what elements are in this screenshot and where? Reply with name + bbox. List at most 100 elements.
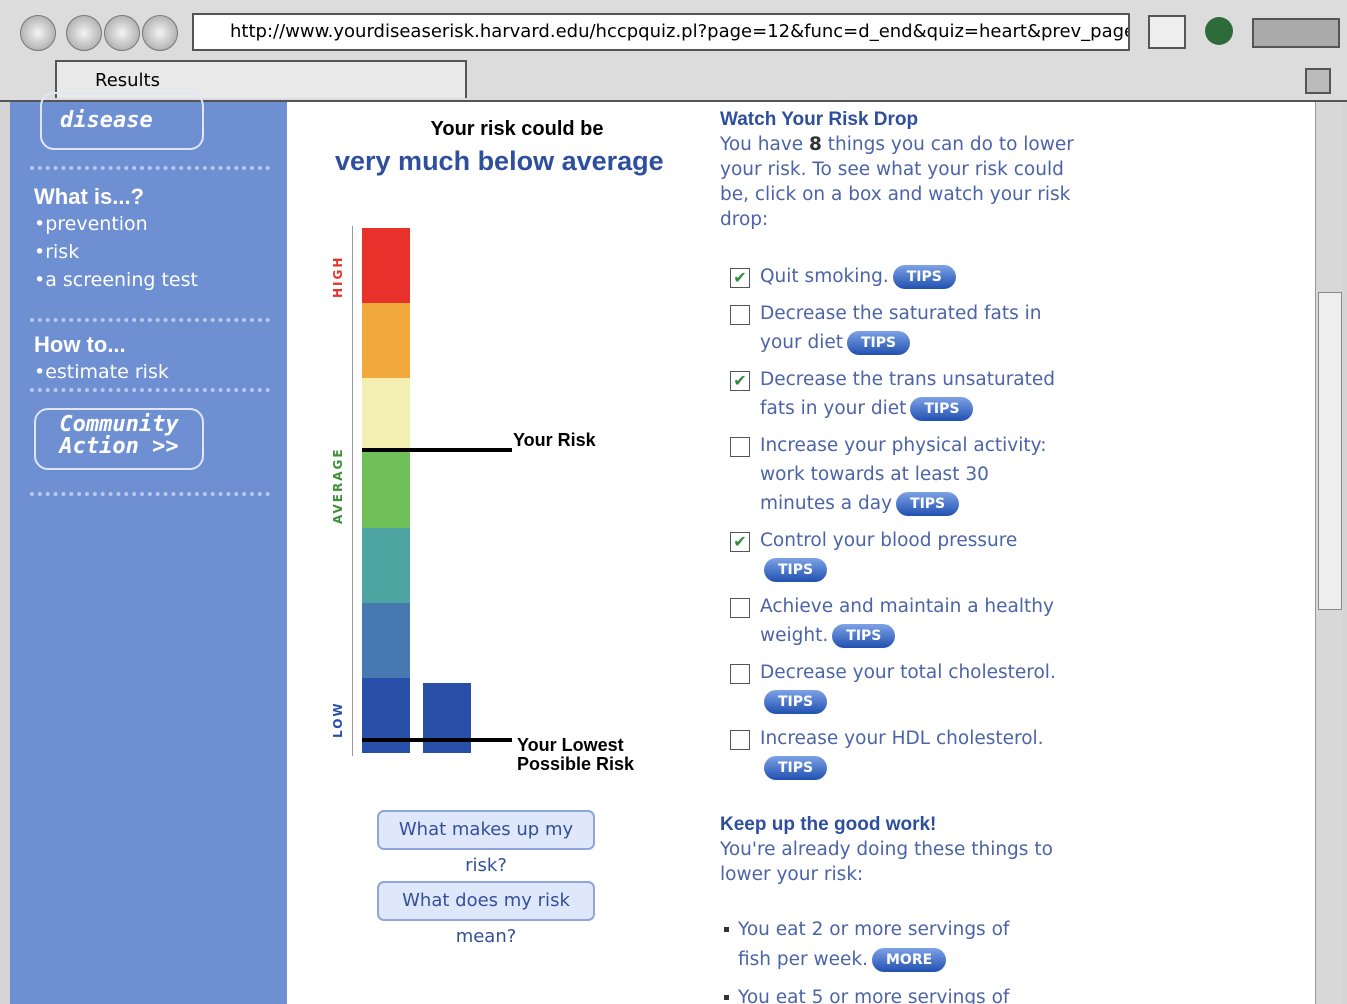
high-label: HIGH <box>331 255 345 298</box>
low-label: LOW <box>331 701 345 738</box>
check-item: Increase your physical activity: work to… <box>720 431 1060 518</box>
good-list: You eat 2 or more servings of fish per w… <box>720 915 1080 1004</box>
tips-button[interactable]: TIPS <box>832 624 896 648</box>
search-button[interactable] <box>1148 15 1186 49</box>
tips-button[interactable]: TIPS <box>764 690 828 714</box>
home-button[interactable] <box>104 15 140 51</box>
logo <box>1205 17 1233 45</box>
average-label: AVERAGE <box>331 447 345 524</box>
segment <box>362 603 410 678</box>
item-text: Decrease the saturated fats in your diet <box>760 303 1042 353</box>
segment <box>362 528 410 603</box>
title: Watch Your Risk Drop <box>720 109 919 130</box>
item-text: Decrease the trans unsaturated fats in y… <box>760 369 1056 419</box>
item-text: You eat 2 or more servings of fish per w… <box>738 919 1010 970</box>
check-item: Decrease the saturated fats in your diet… <box>720 299 1060 357</box>
divider <box>30 388 270 392</box>
label: Action >> <box>59 434 179 459</box>
checkbox[interactable]: ✔ <box>730 371 750 391</box>
url-bar[interactable]: http://www.yourdiseaserisk.harvard.edu/h… <box>192 13 1130 51</box>
checkbox[interactable] <box>730 437 750 457</box>
bullet <box>724 995 729 1000</box>
window-controls[interactable] <box>1252 18 1340 48</box>
item-text: You eat 5 or more servings of fruits <box>738 987 1010 1004</box>
good-item: You eat 2 or more servings of fish per w… <box>720 915 1038 975</box>
your-risk-label: Your Risk <box>513 430 596 450</box>
sidebar: disease What is...? •prevention •risk •a… <box>10 92 287 1004</box>
lowest-line <box>362 738 512 742</box>
scroll-thumb[interactable] <box>1318 292 1342 610</box>
item-text: Increase your physical activity: work to… <box>760 435 1047 514</box>
check-item: ✔ Control your blood pressure TIPS <box>720 526 1060 584</box>
text: Possible Risk <box>517 754 635 774</box>
text: You have <box>720 134 810 155</box>
watch-panel: Watch Your Risk Drop You have 8 things y… <box>720 107 1080 1004</box>
segment <box>362 451 410 528</box>
stop-button[interactable] <box>142 15 178 51</box>
forward-button[interactable] <box>66 15 102 51</box>
what-is: What is...? •prevention •risk •a screeni… <box>34 184 198 294</box>
check-item: Increase your HDL cholesterol. TIPS <box>720 724 1060 782</box>
count: 8 <box>809 134 822 155</box>
axis <box>352 226 353 756</box>
check-item: ✔ Decrease the trans unsaturated fats in … <box>720 365 1060 423</box>
tips-button[interactable]: TIPS <box>764 756 828 780</box>
link[interactable]: •prevention <box>34 213 148 235</box>
intro: You have 8 things you can do to lower yo… <box>720 132 1080 232</box>
community-link[interactable]: Community Action >> <box>34 408 204 470</box>
tips-button[interactable]: TIPS <box>764 558 828 582</box>
checkbox[interactable] <box>730 305 750 325</box>
intro: You're already doing these things to low… <box>720 839 1053 885</box>
checkbox[interactable] <box>730 598 750 618</box>
check-item: Achieve and maintain a healthy weight. TI… <box>720 592 1060 650</box>
content: Your risk could be very much below avera… <box>287 102 1315 1004</box>
scrollbar[interactable] <box>1315 102 1343 1004</box>
more-button[interactable]: MORE <box>872 948 947 972</box>
item-text: Achieve and maintain a healthy weight. <box>760 596 1054 646</box>
divider <box>30 318 270 322</box>
toolbar: http://www.yourdiseaserisk.harvard.edu/h… <box>0 0 1347 60</box>
checkbox[interactable] <box>730 730 750 750</box>
checkbox[interactable] <box>730 664 750 684</box>
item-text: Control your blood pressure <box>760 530 1018 551</box>
lowest-bar <box>423 683 471 753</box>
prevent-link[interactable]: disease <box>40 92 204 150</box>
how-to: How to... •estimate risk <box>34 332 169 386</box>
button[interactable]: What does my risk mean? <box>377 881 595 947</box>
checkbox[interactable]: ✔ <box>730 532 750 552</box>
link[interactable]: •risk <box>34 241 80 263</box>
segment <box>362 378 410 451</box>
item-text: Increase your HDL cholesterol. <box>760 728 1044 749</box>
close-tab[interactable] <box>1305 68 1331 94</box>
segment <box>362 303 410 378</box>
link[interactable]: •a screening test <box>34 269 198 291</box>
heading: Your risk could be <box>430 118 604 140</box>
tips-button[interactable]: TIPS <box>892 265 956 289</box>
button[interactable]: What makes up my risk? <box>377 810 595 876</box>
tips-button[interactable]: TIPS <box>896 492 960 516</box>
item-text: Quit smoking. <box>760 266 889 287</box>
section-title: How to... <box>34 332 126 357</box>
tips-button[interactable]: TIPS <box>847 331 911 355</box>
check-item: ✔ Quit smoking. TIPS <box>720 262 1060 291</box>
bullet <box>724 927 729 932</box>
item-text: Decrease your total cholesterol. <box>760 662 1056 683</box>
tab[interactable]: Results <box>55 60 467 98</box>
your-risk-line <box>362 448 512 452</box>
tips-button[interactable]: TIPS <box>910 397 974 421</box>
text: things you can do to lower your risk. To… <box>720 134 1074 230</box>
section-title: What is...? <box>34 184 144 209</box>
text: Your Lowest <box>517 735 624 755</box>
checkbox[interactable]: ✔ <box>730 268 750 288</box>
lowest-label: Your Lowest Possible Risk <box>517 736 634 774</box>
label: Community <box>59 412 179 437</box>
segment <box>362 228 410 303</box>
divider <box>30 492 270 496</box>
back-button[interactable] <box>20 15 56 51</box>
title: Keep up the good work! <box>720 814 937 835</box>
divider <box>30 166 270 170</box>
checklist: ✔ Quit smoking. TIPS Decrease the saturated… <box>720 262 1080 782</box>
link[interactable]: •estimate risk <box>34 361 169 383</box>
good-item: You eat 5 or more servings of fruits <box>720 983 1038 1004</box>
